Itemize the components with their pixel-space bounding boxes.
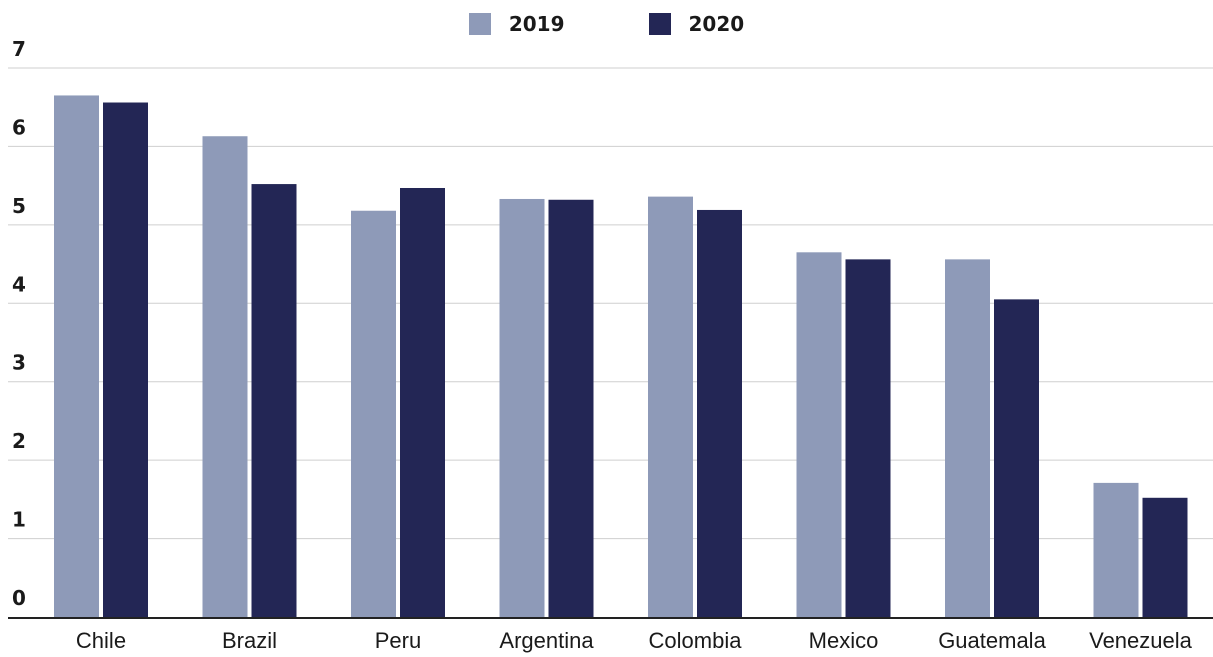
bar-2020-peru <box>400 187 445 617</box>
y-tick-label: 5 <box>12 194 26 218</box>
chart-legend: 2019 2020 <box>0 12 1213 36</box>
y-tick-label: 2 <box>12 429 26 453</box>
bar-2020-mexico <box>845 259 891 617</box>
bar-2020-chile <box>103 102 148 618</box>
legend-item-2019: 2019 <box>468 12 565 36</box>
x-tick-label: Chile <box>76 628 126 653</box>
x-tick-label: Mexico <box>809 628 879 653</box>
bar-2019-guatemala <box>945 259 990 617</box>
y-tick-label: 7 <box>12 37 26 61</box>
bar-2020-colombia <box>697 209 742 617</box>
bar-2019-mexico <box>796 252 842 618</box>
bar-2019-venezuela <box>1093 482 1139 617</box>
x-tick-label: Colombia <box>649 628 743 653</box>
legend-item-2020: 2020 <box>648 12 745 36</box>
y-tick-label: 1 <box>12 508 26 532</box>
y-tick-label: 4 <box>12 272 26 296</box>
y-tick-label: 0 <box>12 586 26 610</box>
legend-swatch-2020 <box>648 13 671 35</box>
x-tick-label: Brazil <box>222 628 277 653</box>
y-axis-ticks: 0 1 2 3 4 5 6 7 <box>12 37 26 610</box>
y-tick-label: 3 <box>12 351 26 375</box>
legend-swatch-2019 <box>468 13 491 35</box>
legend-label-2020: 2020 <box>688 12 745 36</box>
bar-2020-brazil <box>251 184 297 617</box>
x-tick-label: Guatemala <box>938 628 1046 653</box>
y-tick-label: 6 <box>12 115 26 139</box>
x-tick-label: Venezuela <box>1089 628 1193 653</box>
x-axis-ticks: Chile Brazil Peru Argentina Colombia Mexico Gu… <box>76 628 1193 653</box>
x-tick-label: Peru <box>375 628 421 653</box>
x-tick-label: Argentina <box>499 628 594 653</box>
bars <box>54 95 1188 618</box>
bar-2020-guatemala <box>994 299 1039 617</box>
bar-2019-peru <box>351 210 396 618</box>
bar-2019-brazil <box>202 136 248 618</box>
bar-2019-colombia <box>648 196 693 617</box>
bar-2019-chile <box>54 95 99 617</box>
bar-2020-venezuela <box>1142 497 1188 617</box>
bar-2020-argentina <box>548 199 594 617</box>
bar-2019-argentina <box>499 198 545 617</box>
legend-label-2019: 2019 <box>508 12 565 36</box>
